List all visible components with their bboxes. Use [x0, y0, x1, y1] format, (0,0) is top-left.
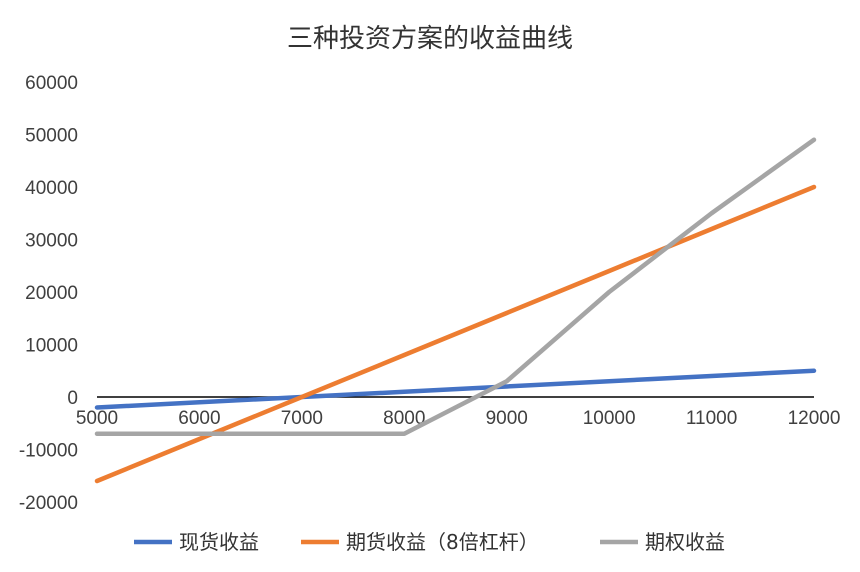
y-tick-label: 30000	[25, 231, 78, 252]
x-tick-label: 8000	[383, 408, 425, 429]
series-line-0	[94, 368, 817, 410]
series-lines	[94, 137, 817, 484]
x-tick-label: 9000	[486, 408, 528, 429]
series-line-1	[94, 184, 817, 484]
legend: 现货收益 期货收益（8倍杠杆） 期权收益	[134, 530, 725, 554]
x-axis-ticks: 5000 6000 7000 8000 9000 10000 11000 12000	[76, 408, 841, 429]
y-tick-label: 40000	[25, 178, 78, 199]
x-tick-label: 12000	[788, 408, 841, 429]
legend-label: 现货收益	[179, 530, 259, 554]
legend-label: 期权收益	[645, 530, 725, 554]
y-tick-label: 0	[67, 388, 78, 409]
y-tick-label: 60000	[25, 73, 78, 94]
x-tick-label: 11000	[686, 408, 737, 429]
y-tick-label: 50000	[25, 126, 78, 147]
chart-title: 三种投资方案的收益曲线	[287, 24, 573, 54]
y-tick-label: 20000	[25, 283, 78, 304]
y-tick-label: 10000	[25, 336, 78, 357]
x-tick-label: 7000	[281, 408, 323, 429]
y-tick-label: -20000	[19, 493, 78, 514]
x-tick-label: 6000	[178, 408, 220, 429]
legend-label: 期货收益（8倍杠杆）	[346, 530, 539, 554]
x-tick-label: 10000	[583, 408, 636, 429]
series-line-2	[94, 137, 817, 436]
x-tick-label: 5000	[76, 408, 118, 429]
y-axis-ticks: 60000 50000 40000 30000 20000 10000 0 -10000 -20…	[19, 73, 78, 514]
y-tick-label: -10000	[19, 441, 78, 462]
